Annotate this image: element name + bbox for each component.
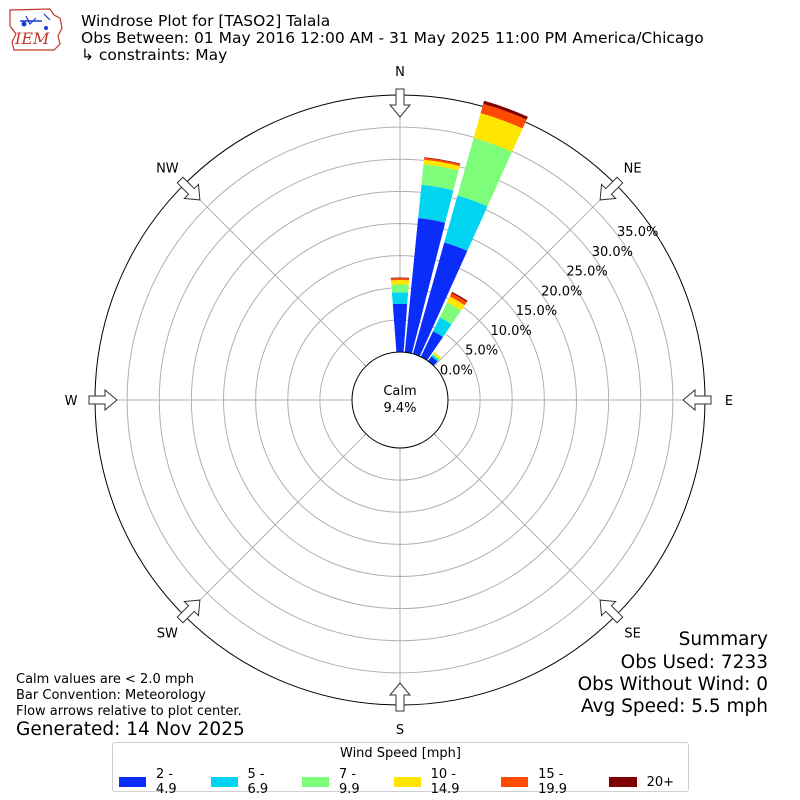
- legend-swatch: [119, 777, 147, 787]
- windrose-bar-segment: [390, 278, 410, 281]
- radial-tick-labels: 0.0% 5.0% 10.0% 15.0% 20.0% 25.0% 30.0% 35.0%: [440, 225, 659, 378]
- flow-arrow-icon: [388, 88, 412, 118]
- radial-tick-label: 0.0%: [440, 363, 473, 378]
- compass-label-e: E: [725, 394, 733, 409]
- legend-title: Wind Speed [mph]: [340, 746, 461, 761]
- legend-item: 20+: [608, 767, 675, 797]
- flow-arrow-icon: [176, 176, 201, 201]
- windrose-bar-segment: [457, 137, 513, 207]
- flow-arrows-note: Flow arrows relative to plot center.: [16, 704, 242, 719]
- legend-item: 10 - 14.9: [393, 767, 488, 797]
- windrose-bar-segment: [423, 159, 460, 171]
- bar-convention-note: Bar Convention: Meteorology: [16, 688, 206, 703]
- windrose-bar-segment: [483, 100, 528, 120]
- flow-arrow-icon: [88, 388, 118, 412]
- flow-arrow-icon: [388, 682, 412, 712]
- compass-labels: N NE E SE S SW W NW: [65, 65, 734, 738]
- radial-tick-label: 30.0%: [592, 245, 633, 260]
- windrose-bar-segment: [391, 284, 409, 293]
- grid-spoke: [183, 433, 367, 617]
- legend-label: 20+: [646, 774, 675, 790]
- windrose-bar-segment: [433, 317, 452, 337]
- iem-logo: IEM: [6, 6, 66, 52]
- summary-heading: Summary: [678, 629, 768, 650]
- compass-label-n: N: [395, 65, 405, 80]
- windrose-bar-segment: [444, 195, 488, 251]
- windrose-bar-segment: [447, 296, 465, 311]
- windrose-bar-segment: [480, 103, 527, 129]
- windrose-bar-segment: [432, 353, 440, 361]
- legend-items: 2 - 4.9 5 - 6.9 7 - 9.9 10 - 14.9 15 - 1…: [119, 767, 688, 797]
- flow-arrow-icon: [176, 599, 201, 624]
- compass-label-sw: SW: [157, 627, 178, 642]
- compass-label-se: SE: [624, 627, 640, 642]
- calm-value: 9.4%: [383, 401, 416, 416]
- grid-spoke: [433, 183, 617, 367]
- legend-swatch: [393, 777, 421, 787]
- legend-swatch: [608, 777, 637, 787]
- summary-avg-speed: Avg Speed: 5.5 mph: [580, 696, 768, 717]
- chart-title: Windrose Plot for [TASO2] Talala: [81, 12, 331, 30]
- windrose-bar-segment: [423, 157, 461, 167]
- windrose-bar-segment: [424, 157, 461, 165]
- legend-label: 10 - 14.9: [430, 767, 460, 797]
- windrose-bar-segment: [449, 293, 467, 306]
- logo-text: IEM: [14, 29, 50, 48]
- windrose-bar-segment: [391, 280, 409, 285]
- legend-item: 15 - 19.9: [501, 767, 595, 797]
- legend-swatch: [501, 777, 529, 787]
- compass-label-nw: NW: [156, 161, 179, 176]
- windrose-bar-segment: [439, 302, 462, 325]
- legend-swatch: [302, 777, 330, 787]
- flow-arrow-icon: [599, 599, 624, 624]
- windrose-bar-segment: [428, 356, 438, 366]
- windrose-bar-segment: [433, 352, 442, 360]
- direction-spokes: [95, 95, 705, 705]
- compass-label-s: S: [396, 723, 404, 738]
- radial-tick-label: 25.0%: [566, 265, 607, 280]
- legend-item: 2 - 4.9: [119, 767, 197, 797]
- windrose-bar-segment: [412, 242, 468, 357]
- radial-tick-label: 35.0%: [617, 225, 658, 240]
- compass-label-ne: NE: [624, 161, 642, 176]
- grid-spoke: [183, 183, 367, 367]
- radial-tick-label: 5.0%: [465, 344, 498, 359]
- summary-obs-without-wind: Obs Without Wind: 0: [577, 674, 768, 695]
- summary-obs-used: Obs Used: 7233: [620, 652, 768, 673]
- radial-tick-label: 15.0%: [516, 304, 557, 319]
- generated-date: Generated: 14 Nov 2025: [16, 719, 245, 740]
- calm-circle: Calm 9.4%: [351, 351, 449, 449]
- radial-tick-label: 10.0%: [490, 324, 531, 339]
- windrose-bar-segment: [404, 217, 446, 354]
- chart-subtitle: Obs Between: 01 May 2016 12:00 AM - 31 M…: [81, 29, 704, 47]
- legend: Wind Speed [mph] 2 - 4.9 5 - 6.9 7 - 9.9…: [112, 742, 689, 797]
- grid-spoke: [433, 433, 617, 617]
- windrose-bar-segment: [421, 164, 459, 191]
- radial-tick-label: 20.0%: [541, 284, 582, 299]
- windrose-bar-segment: [392, 303, 408, 353]
- legend-label: 5 - 6.9: [247, 767, 269, 797]
- windrose-bar-segment: [391, 292, 409, 305]
- windrose-bars: [390, 100, 528, 366]
- legend-item: 5 - 6.9: [210, 767, 289, 797]
- windrose-bar-segment: [418, 184, 454, 223]
- legend-label: 7 - 9.9: [339, 767, 360, 797]
- compass-label-w: W: [65, 394, 78, 409]
- calm-label: Calm: [383, 384, 416, 399]
- flow-arrow-icon: [599, 176, 624, 201]
- windrose-bar-segment: [420, 331, 443, 361]
- flow-arrows: [88, 88, 712, 712]
- flow-arrow-icon: [682, 388, 712, 412]
- calm-note: Calm values are < 2.0 mph: [16, 672, 195, 687]
- legend-label: 15 - 19.9: [538, 767, 568, 797]
- windrose-bar-segment: [451, 291, 468, 302]
- constraints-text: ↳ constraints: May: [81, 46, 228, 64]
- legend-label: 2 - 4.9: [156, 767, 177, 797]
- windrose-bar-segment: [390, 277, 410, 279]
- legend-item: 7 - 9.9: [302, 767, 380, 797]
- windrose-bar-segment: [473, 113, 523, 152]
- legend-swatch: [210, 777, 238, 787]
- windrose-bar-segment: [431, 354, 439, 362]
